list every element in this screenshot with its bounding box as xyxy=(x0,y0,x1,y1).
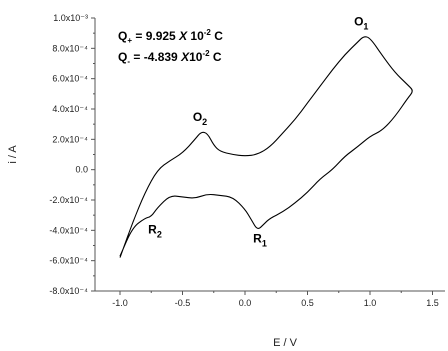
q-minus-label-part: - xyxy=(127,57,130,66)
peak-label-letter: R xyxy=(253,231,262,245)
y-tick-label: 0.0 xyxy=(75,165,88,175)
y-tick-label: 4.0x10⁻⁴ xyxy=(52,104,88,114)
peak-label-letter: O xyxy=(354,15,363,29)
series-layer xyxy=(119,36,413,258)
y-tick-label: 8.0x10⁻⁴ xyxy=(52,43,88,53)
peak-label-subscript: 1 xyxy=(363,22,368,32)
q-plus-label-part: 10 xyxy=(187,29,204,43)
x-tick-label: 1.5 xyxy=(426,298,439,308)
q-minus-label-part: C xyxy=(210,50,222,64)
q-minus-label-part: X xyxy=(180,50,190,64)
y-tick-label: -2.0x10⁻⁴ xyxy=(49,195,88,205)
x-axis-title: E / V xyxy=(273,337,298,349)
series-line-0 xyxy=(119,36,413,258)
peak-label-subscript: 2 xyxy=(157,229,162,239)
q-plus-label-part: = 9.925 xyxy=(132,29,179,43)
peak-label-O1: O1 xyxy=(354,15,368,32)
peak-label-letter: O xyxy=(193,110,202,124)
x-tick-label: -0.5 xyxy=(175,298,191,308)
peak-label-O2: O2 xyxy=(193,110,207,127)
q-plus-label: Q+ = 9.925 X 10-2 C xyxy=(118,28,223,45)
peak-label-letter: R xyxy=(148,222,157,236)
peak-label-subscript: 1 xyxy=(262,238,267,248)
x-tick-label: -1.0 xyxy=(112,298,128,308)
y-tick-label: -8.0x10⁻⁴ xyxy=(49,286,88,296)
y-tick-label: 6.0x10⁻⁴ xyxy=(52,74,88,84)
q-plus-label-part: Q xyxy=(118,29,127,43)
q-minus-label-part: = -4.839 xyxy=(130,50,181,64)
x-tick-label: 0.0 xyxy=(239,298,252,308)
q-minus-label-part: Q xyxy=(118,50,127,64)
peak-label-R1: R1 xyxy=(253,231,267,248)
y-tick-label: -4.0x10⁻⁴ xyxy=(49,225,88,235)
x-tick-label: 1.0 xyxy=(364,298,377,308)
peak-label-subscript: 2 xyxy=(202,117,207,127)
tick-layer: -1.0 -0.5 0.0 0.5 1.0 1.5-8.0x10⁻⁴-6.0x10⁻⁴-4… xyxy=(49,13,438,308)
q-minus-label-part: 10 xyxy=(189,50,203,64)
y-axis-title: i / A xyxy=(7,145,19,164)
peak-label-R2: R2 xyxy=(148,222,162,239)
y-tick-label: -6.0x10⁻⁴ xyxy=(49,256,88,266)
x-tick-label: 0.5 xyxy=(301,298,314,308)
y-tick-label: 2.0x10⁻⁴ xyxy=(52,134,88,144)
q-minus-label: Q- = -4.839 X10-2 C xyxy=(118,49,222,66)
q-minus-label-part: -2 xyxy=(202,49,210,58)
q-plus-label-part: -2 xyxy=(204,28,212,37)
q-plus-label-part: X xyxy=(178,29,188,43)
q-plus-label-part: C xyxy=(211,29,223,43)
q-plus-label-part: + xyxy=(127,36,132,45)
y-tick-label: 1.0x10⁻³ xyxy=(53,13,88,23)
